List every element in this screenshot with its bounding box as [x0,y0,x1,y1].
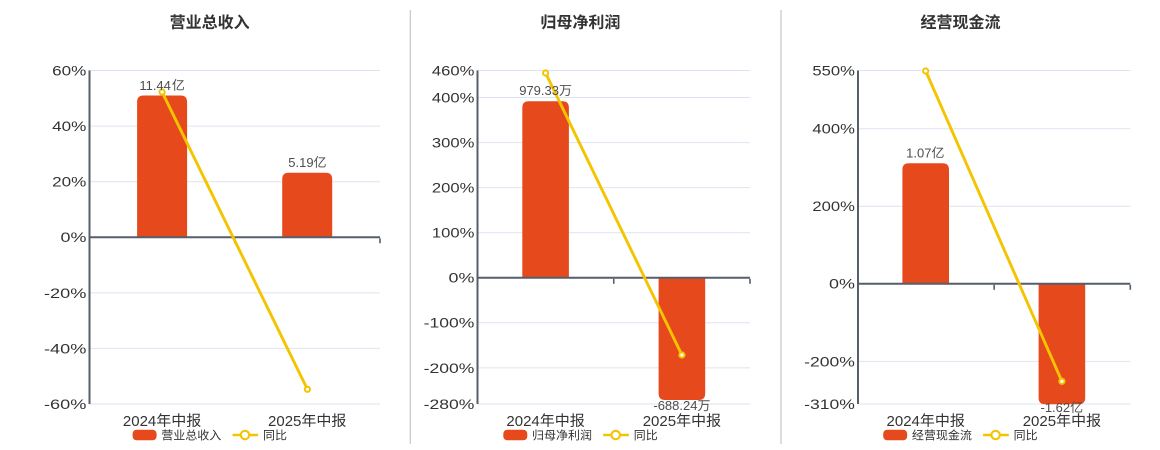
svg-text:0%: 0% [829,276,855,292]
svg-text:-20%: -20% [44,285,86,301]
svg-text:-200%: -200% [804,353,855,369]
svg-text:550%: 550% [812,62,855,78]
svg-text:400%: 400% [812,121,855,137]
svg-text:2025: 2025 [643,413,676,430]
svg-text:200%: 200% [812,198,855,214]
svg-text:20%: 20% [52,174,86,190]
svg-text:100%: 100% [432,225,475,241]
svg-text:5.19: 5.19 [288,155,313,170]
svg-text:2025: 2025 [1023,413,1056,430]
svg-text:2025: 2025 [268,413,301,430]
svg-text:-280%: -280% [424,396,475,412]
svg-text:1.07: 1.07 [906,145,931,160]
svg-text:-40%: -40% [44,340,86,356]
svg-text:460%: 460% [432,62,475,78]
svg-text:979.33: 979.33 [519,83,559,98]
svg-text:-60%: -60% [44,396,86,412]
svg-text:-310%: -310% [804,396,855,412]
svg-text:11.44: 11.44 [139,78,171,93]
svg-text:400%: 400% [432,89,475,105]
svg-text:200%: 200% [432,180,475,196]
svg-text:-1.62: -1.62 [1040,400,1070,415]
svg-text:300%: 300% [432,135,475,151]
svg-text:2024: 2024 [506,413,539,430]
svg-text:-100%: -100% [424,315,475,331]
svg-text:2024: 2024 [887,413,920,430]
svg-text:0%: 0% [61,229,87,245]
svg-text:40%: 40% [52,118,86,134]
svg-text:-688.24: -688.24 [653,398,697,413]
svg-text:60%: 60% [52,62,86,78]
svg-text:0%: 0% [449,270,475,286]
svg-text:2024: 2024 [123,413,156,430]
svg-text:-200%: -200% [424,360,475,376]
